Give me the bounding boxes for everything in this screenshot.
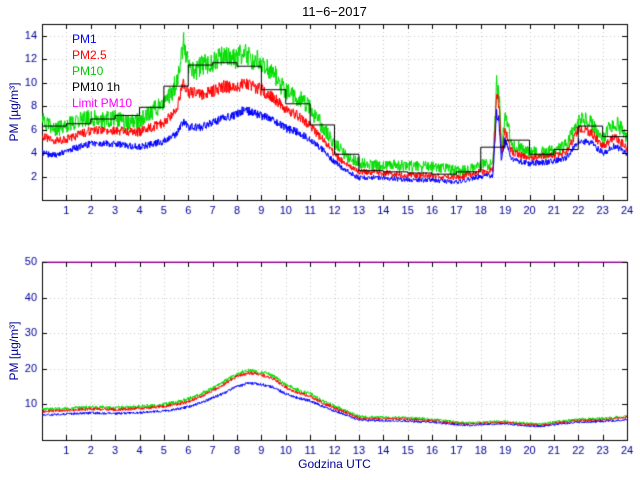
chart-legend: PM1 PM2.5 PM10 PM10 1h Limit PM10: [72, 31, 132, 111]
legend-item-pm10: PM10: [72, 64, 104, 78]
legend-item-pm1: PM1: [72, 32, 97, 46]
legend-item-pm10-1h: PM10 1h: [72, 80, 121, 94]
chart-title: 11−6−2017: [302, 4, 367, 19]
legend-item-limit-pm10: Limit PM10: [72, 96, 133, 110]
legend-item-pm2-5: PM2.5: [72, 48, 107, 62]
x-axis-label: Godzina UTC: [298, 457, 371, 471]
y-axis-label-bottom: PM [µg/m³]: [7, 321, 21, 381]
y-axis-label-top: PM [µg/m³]: [7, 82, 21, 142]
